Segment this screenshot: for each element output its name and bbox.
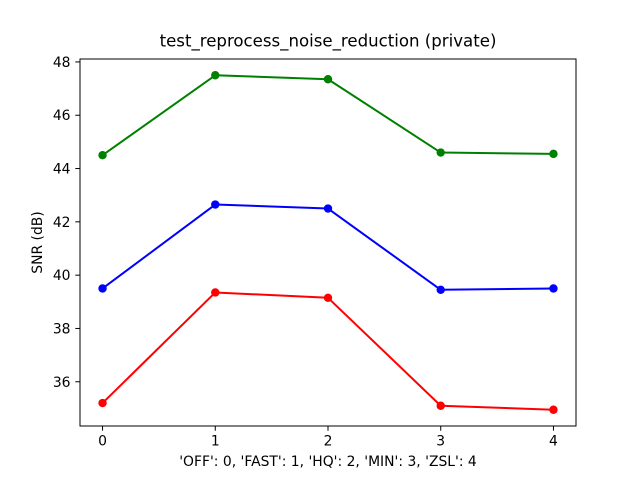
series-line-blue [101,203,554,291]
data-point-green [549,149,558,159]
x-tick-label: 2 [324,434,333,450]
y-tick-label: 42 [53,215,71,231]
y-tick-label: 40 [53,268,71,284]
data-point-red [549,405,558,414]
data-point-blue [98,284,107,293]
chart-title: test_reprocess_noise_reduction (private) [160,32,497,52]
y-tick-label: 46 [53,108,71,124]
data-point-blue [549,284,558,293]
data-point-green [436,148,445,157]
data-point-red [323,293,333,303]
y-tick-label: 44 [53,162,71,178]
data-point-blue [436,285,445,295]
axes-spines [79,58,577,427]
y-tick-label: 36 [53,375,71,391]
series-line-red [101,291,554,411]
data-point-blue [211,200,220,209]
series-line-green [101,74,554,157]
data-point-red [98,398,107,408]
y-tick-label: 48 [53,55,71,71]
data-point-red [211,288,220,297]
data-point-green [98,151,107,160]
y-tick-label: 38 [53,321,71,337]
x-axis-label: 'OFF': 0, 'FAST': 1, 'HQ': 2, 'MIN': 3, … [179,454,477,470]
data-point-red [436,401,445,410]
data-point-blue [323,204,333,213]
x-tick-label: 3 [436,434,445,450]
data-point-green [211,71,220,80]
x-tick-label: 0 [98,434,107,450]
x-tick-label: 1 [211,434,220,450]
y-axis-label: SNR (dB) [30,211,46,273]
x-tick-label: 4 [549,434,558,450]
data-point-green [323,75,333,84]
